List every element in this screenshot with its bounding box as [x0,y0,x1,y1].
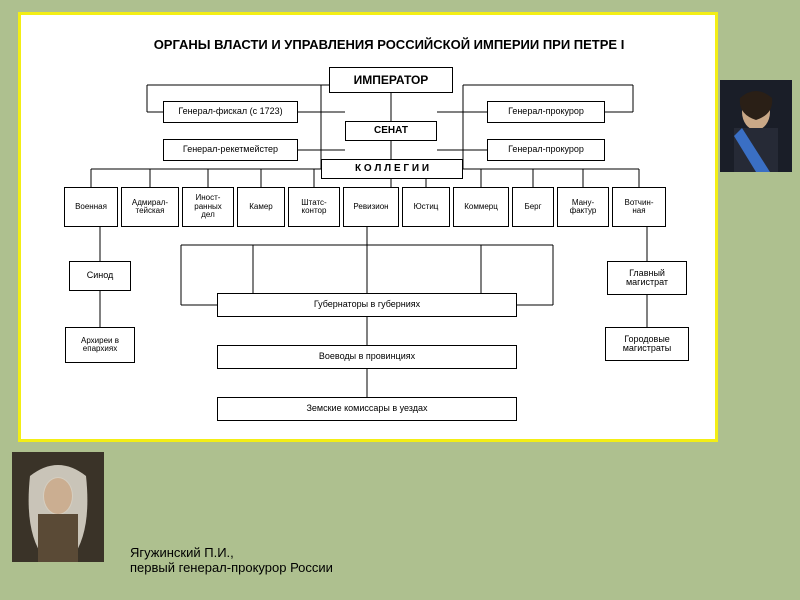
box-k7: Коммерц [453,187,509,227]
box-gubern: Губернаторы в губерниях [217,293,517,317]
box-k2: Иност-ранныхдел [182,187,234,227]
box-fiscal: Генерал-фискал (с 1723) [163,101,298,123]
box-voevody: Воеводы в провинциях [217,345,517,369]
box-k0: Военная [64,187,118,227]
diagram-title: ОРГАНЫ ВЛАСТИ И УПРАВЛЕНИЯ РОССИЙСКОЙ ИМ… [79,37,699,52]
box-k9: Ману-фактур [557,187,609,227]
box-k10: Вотчин-ная [612,187,666,227]
box-senate: СЕНАТ [345,121,437,141]
box-prok1: Генерал-прокурор [487,101,605,123]
box-k8: Берг [512,187,554,227]
box-zemsk: Земские комиссары в уездах [217,397,517,421]
diagram-frame: ОРГАНЫ ВЛАСТИ И УПРАВЛЕНИЯ РОССИЙСКОЙ ИМ… [18,12,718,442]
box-kollegii: К О Л Л Е Г И И [321,159,463,179]
box-prok2: Генерал-прокурор [487,139,605,161]
caption: Ягужинский П.И., первый генерал-прокурор… [130,545,333,575]
box-k6: Юстиц [402,187,450,227]
box-sinod: Синод [69,261,131,291]
box-arhirei: Архиреи вепархиях [65,327,135,363]
portrait-yaguzhinsky [12,452,104,562]
caption-line1: Ягужинский П.И., [130,545,333,560]
box-emperor: ИМПЕРАТОР [329,67,453,93]
portrait-peter [720,80,792,172]
caption-line2: первый генерал-прокурор России [130,560,333,575]
box-k3: Камер [237,187,285,227]
box-gorodmag: Городовыемагистраты [605,327,689,361]
box-glavmag: Главныймагистрат [607,261,687,295]
box-k1: Адмирал-тейская [121,187,179,227]
box-k4: Штатс-контор [288,187,340,227]
box-k5: Ревизион [343,187,399,227]
box-reket: Генерал-рекетмейстер [163,139,298,161]
